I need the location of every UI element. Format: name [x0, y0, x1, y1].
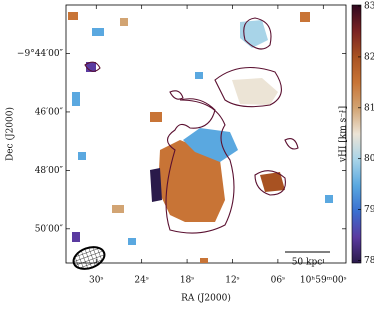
x-tick-label: 12ˢ: [225, 276, 239, 286]
y-tick-label: −9°44′00″: [17, 49, 64, 59]
scale-bar-label: 50 kpc: [292, 258, 323, 268]
blob: [260, 172, 285, 192]
x-tick-label: 24ˢ: [134, 276, 148, 286]
x-tick-label: 10ʰ59ᵐ00ˢ: [300, 276, 347, 286]
colorbar: [351, 4, 362, 264]
blob: [150, 168, 162, 202]
velocity-map: [65, 4, 347, 270]
colorbar-label: vHI [km s⁻¹]: [339, 106, 349, 163]
colorbar-tick-label: 8300: [364, 2, 374, 12]
blob: [158, 140, 225, 222]
colorbar-tick-label: 8000: [364, 154, 374, 164]
colorbar-tick-label: 7800: [364, 256, 374, 266]
x-tick-label: 30ˢ: [89, 276, 103, 286]
colorbar-tick-label: 8100: [364, 103, 374, 113]
x-tick-label: 18ˢ: [180, 276, 194, 286]
y-tick-label: 48′00″: [35, 166, 64, 176]
blob: [232, 78, 278, 105]
y-axis-label: Dec (J2000): [5, 107, 16, 161]
colorbar-tick-label: 8200: [364, 52, 374, 62]
x-axis-label: RA (J2000): [181, 293, 231, 304]
y-tick-label: 50′00″: [35, 224, 64, 234]
colorbar-tick-label: 7900: [364, 205, 374, 215]
y-tick-label: 46′00″: [35, 107, 64, 117]
x-tick-label: 06ˢ: [271, 276, 285, 286]
blob: [183, 128, 238, 162]
blob: [240, 20, 268, 48]
